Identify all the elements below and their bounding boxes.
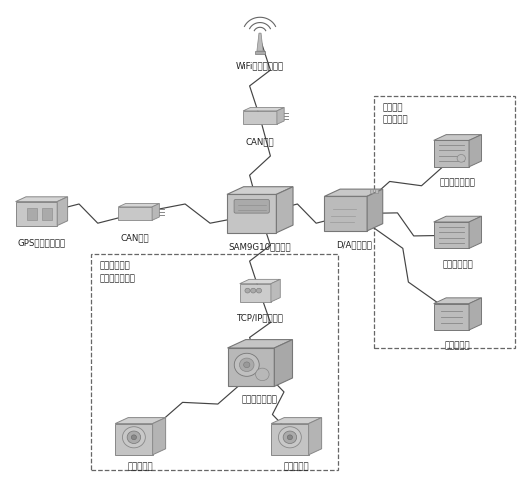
Polygon shape (434, 134, 482, 140)
Bar (370, 189, 373, 193)
Circle shape (234, 353, 259, 376)
Polygon shape (271, 423, 309, 455)
Bar (374, 96, 515, 348)
Polygon shape (324, 196, 367, 231)
Polygon shape (277, 187, 293, 233)
Circle shape (457, 155, 465, 162)
Polygon shape (228, 348, 275, 386)
Text: CAN接口: CAN接口 (121, 234, 150, 243)
Polygon shape (240, 284, 271, 302)
Circle shape (245, 288, 250, 293)
Polygon shape (152, 204, 159, 220)
Polygon shape (277, 108, 284, 124)
Circle shape (239, 358, 254, 372)
FancyBboxPatch shape (234, 200, 269, 213)
Text: 洞内风速传感器: 洞内风速传感器 (440, 179, 475, 188)
Polygon shape (119, 204, 159, 207)
Circle shape (287, 435, 292, 440)
Polygon shape (309, 418, 321, 455)
Bar (42, 207, 52, 219)
Polygon shape (469, 298, 482, 330)
Text: 隧道结构应力
应变监控子系统: 隧道结构应力 应变监控子系统 (100, 262, 136, 283)
Polygon shape (434, 298, 482, 303)
Polygon shape (434, 303, 469, 330)
Polygon shape (324, 189, 383, 196)
Circle shape (256, 368, 269, 381)
Polygon shape (227, 194, 277, 233)
Polygon shape (271, 418, 321, 423)
Circle shape (127, 431, 140, 444)
Polygon shape (469, 216, 482, 249)
Circle shape (279, 427, 302, 448)
Polygon shape (16, 197, 68, 202)
Circle shape (243, 362, 250, 368)
Circle shape (251, 288, 256, 293)
Polygon shape (227, 187, 293, 194)
Polygon shape (57, 197, 68, 226)
Polygon shape (16, 202, 57, 226)
Text: SAM9G10微处理器: SAM9G10微处理器 (229, 242, 291, 252)
Polygon shape (271, 279, 280, 302)
Text: WiFi无线通信模块: WiFi无线通信模块 (236, 61, 284, 71)
Text: GPS振动测量系统: GPS振动测量系统 (18, 239, 66, 248)
Circle shape (256, 288, 262, 293)
Text: 气压传感器: 气压传感器 (445, 342, 471, 351)
Text: 隧道环境
监控子系统: 隧道环境 监控子系统 (382, 103, 408, 125)
Circle shape (123, 427, 146, 448)
Text: D/A转换模块: D/A转换模块 (336, 240, 371, 249)
Text: 光纤光栅解调仪: 光纤光栅解调仪 (242, 395, 278, 404)
Polygon shape (469, 134, 482, 167)
Polygon shape (275, 340, 292, 386)
Bar (375, 189, 378, 193)
Text: TCP/IP网络接口: TCP/IP网络接口 (237, 313, 283, 322)
Text: 应变传感器: 应变传感器 (283, 462, 309, 471)
Text: CAN接口: CAN接口 (245, 138, 275, 147)
Circle shape (132, 435, 136, 440)
Polygon shape (119, 207, 152, 220)
Polygon shape (243, 108, 284, 111)
Polygon shape (257, 33, 263, 51)
Circle shape (283, 431, 296, 444)
Bar (255, 50, 265, 54)
Polygon shape (153, 418, 165, 455)
Text: 温湿度传感器: 温湿度传感器 (442, 260, 473, 269)
Polygon shape (434, 140, 469, 167)
Polygon shape (115, 418, 165, 423)
Polygon shape (434, 216, 482, 222)
Polygon shape (228, 340, 292, 348)
Bar (91, 254, 338, 470)
Polygon shape (367, 189, 383, 231)
Polygon shape (240, 279, 280, 284)
Text: 应力传感器: 应力传感器 (127, 462, 153, 471)
Polygon shape (115, 423, 153, 455)
Bar (27, 207, 37, 219)
Polygon shape (434, 222, 469, 249)
Polygon shape (243, 111, 277, 124)
